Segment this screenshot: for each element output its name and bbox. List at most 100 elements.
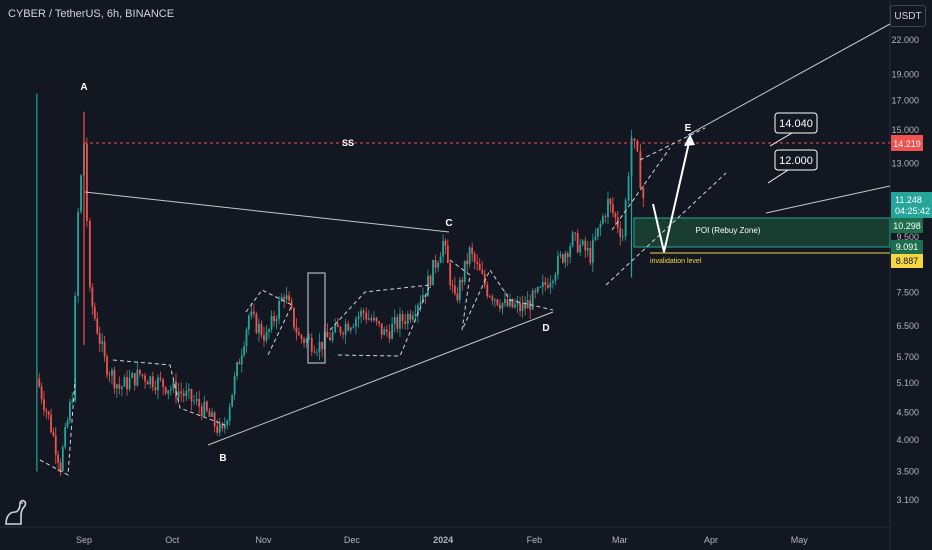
candle (57, 450, 59, 472)
candle (609, 197, 612, 213)
candle (59, 458, 62, 477)
price-tick-label: 19.000 (891, 69, 919, 79)
symbol-header[interactable]: CYBER / TetherUS, 6h, BINANCE (8, 8, 175, 20)
candle (446, 239, 449, 264)
candle (293, 307, 295, 331)
candle (113, 366, 116, 394)
candle (504, 290, 506, 307)
candle (574, 231, 577, 241)
candle (339, 325, 342, 337)
badge-invalidation: 8.887 (896, 256, 919, 266)
label-invalidation: invalidation level (650, 258, 702, 265)
candle (265, 325, 268, 344)
time-axis[interactable]: Sep Oct Nov Dec 2024 Feb Mar Apr May (76, 535, 808, 545)
price-tick-label: 7.500 (896, 288, 919, 298)
candle (208, 407, 211, 418)
candle (126, 370, 128, 396)
candle (128, 369, 131, 392)
candle (633, 138, 636, 149)
candle (509, 293, 511, 309)
candle (498, 299, 501, 312)
triangle-lower-line (207, 311, 554, 446)
candle (557, 250, 559, 280)
candle (365, 307, 368, 324)
candle (393, 309, 396, 333)
candle (68, 398, 71, 424)
dashed-channel-upper (611, 147, 671, 231)
callout-target-1-text: 14.040 (779, 118, 813, 130)
candle (501, 302, 504, 315)
candle (559, 251, 562, 259)
candle (380, 323, 383, 340)
candle (579, 238, 582, 257)
candle (476, 254, 479, 271)
candle (511, 298, 514, 309)
price-tick-label: 5.100 (896, 378, 919, 388)
candle (404, 313, 407, 330)
candle (45, 407, 48, 420)
range-box (307, 272, 326, 364)
candle (190, 388, 193, 411)
candle (493, 298, 496, 307)
candle (349, 326, 352, 334)
candle (367, 310, 370, 321)
candle (586, 240, 589, 258)
candle (164, 386, 167, 396)
candle (451, 279, 454, 293)
candle (488, 294, 491, 299)
projection-arrowhead (684, 134, 695, 146)
price-tick-label: 3.500 (896, 467, 919, 477)
candle (285, 286, 288, 304)
candle (133, 372, 136, 391)
candle (401, 310, 404, 329)
label-poi-zone: POI (Rebuy Zone) (696, 226, 761, 235)
candle (596, 227, 599, 241)
candle (456, 287, 459, 303)
candle (88, 217, 91, 292)
candle (546, 277, 549, 290)
grid (0, 0, 891, 550)
candle (614, 211, 617, 226)
candle (313, 345, 316, 354)
candle (308, 333, 311, 340)
candle (252, 304, 255, 318)
candle (473, 251, 476, 270)
candle (187, 383, 190, 399)
label-point-e: E (685, 123, 692, 134)
candle (544, 277, 547, 292)
candle (303, 336, 305, 348)
candle (347, 320, 350, 332)
candle (521, 295, 524, 318)
callout-target-2[interactable] (774, 149, 818, 171)
candle (378, 320, 381, 328)
candle (66, 417, 69, 429)
poi-zone[interactable] (633, 217, 891, 248)
candle (260, 320, 263, 339)
candle (91, 283, 94, 315)
candle (352, 323, 355, 329)
candle (531, 288, 534, 311)
candle (427, 269, 429, 297)
candle (243, 341, 246, 358)
candle (120, 385, 123, 397)
callout-target-2-text: 12.000 (779, 155, 813, 167)
candle (205, 400, 208, 413)
candle (96, 311, 99, 335)
time-tick-label: Dec (344, 535, 361, 545)
candle (226, 419, 229, 430)
candle (449, 260, 452, 291)
candle (396, 314, 399, 333)
candle (236, 361, 238, 380)
candle (391, 316, 394, 340)
candle (357, 311, 360, 328)
candle (549, 275, 552, 295)
currency-button[interactable]: USDT (890, 5, 926, 27)
candle (98, 326, 101, 352)
wave-dashed-5 (449, 259, 554, 331)
channel-lower (765, 185, 891, 214)
time-tick-label: Sep (76, 535, 92, 545)
candle (611, 197, 614, 218)
candle (144, 372, 146, 390)
callout-target-1[interactable] (774, 112, 818, 134)
